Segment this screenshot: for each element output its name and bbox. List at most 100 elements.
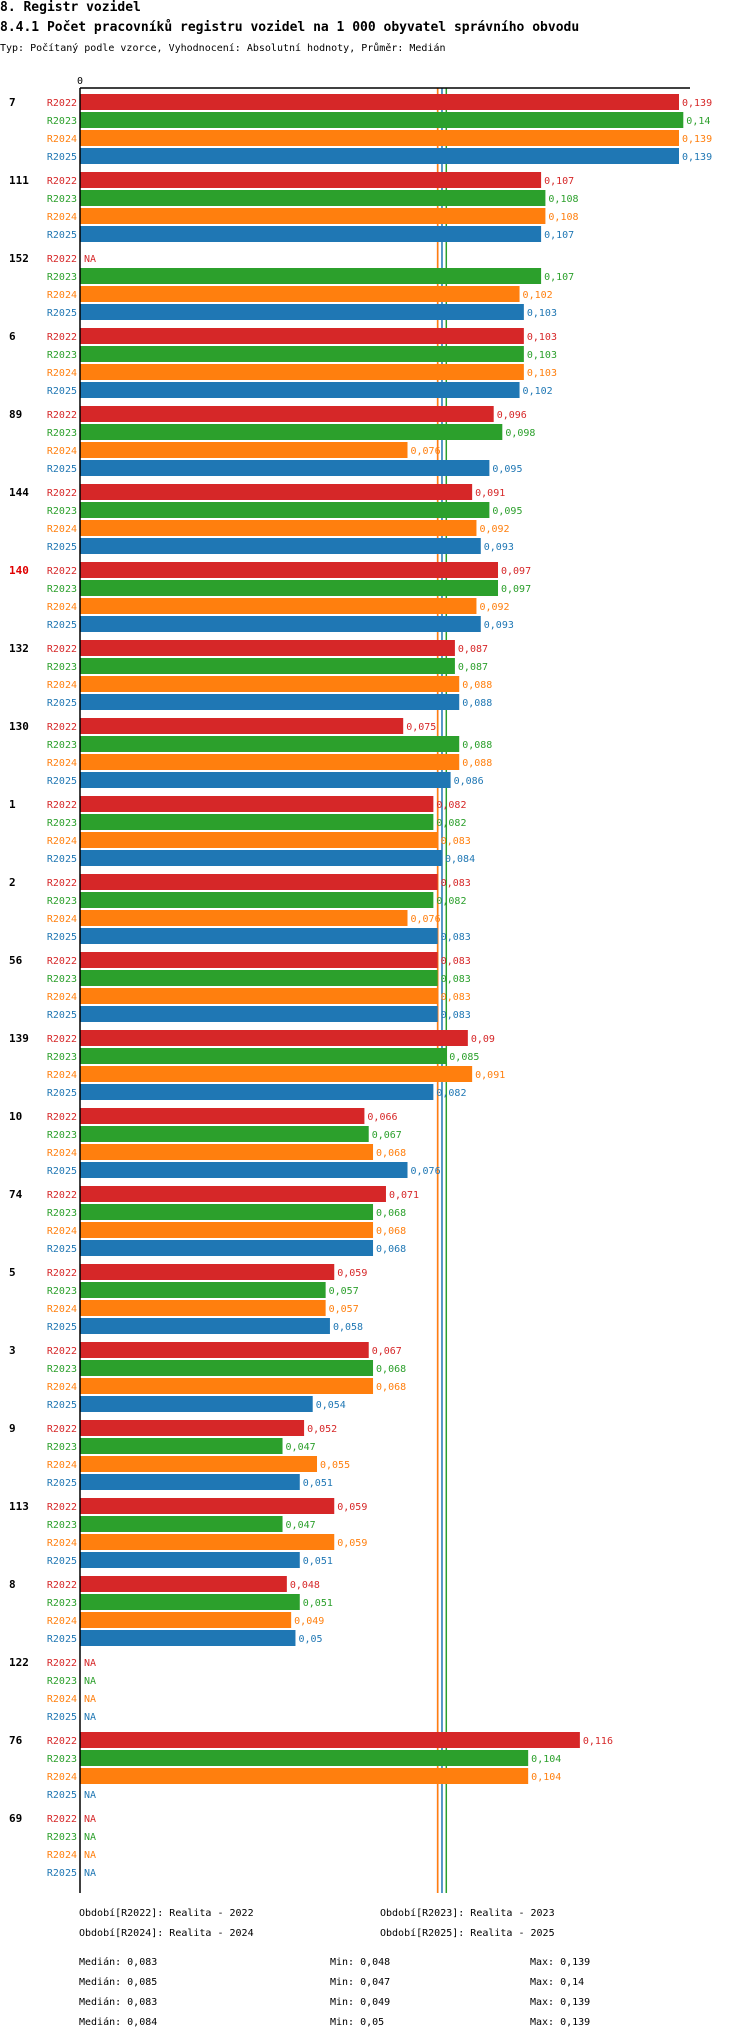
bar-r2024 — [80, 676, 460, 692]
series-label: R2025 — [47, 1712, 77, 1723]
series-label: R2023 — [47, 428, 77, 439]
series-label: R2025 — [47, 1556, 77, 1567]
series-label: R2024 — [47, 1382, 77, 1393]
bar-r2022 — [80, 1186, 386, 1202]
series-label: R2023 — [47, 272, 77, 283]
series-label: R2025 — [47, 854, 77, 865]
value-label: 0,116 — [583, 1736, 613, 1747]
value-label: 0,057 — [329, 1304, 359, 1315]
value-label: 0,085 — [449, 1052, 479, 1063]
value-label: 0,102 — [523, 290, 553, 301]
series-label: R2025 — [47, 542, 77, 553]
bar-r2024 — [80, 1144, 374, 1160]
bar-r2024 — [80, 1456, 318, 1472]
series-label: R2025 — [47, 464, 77, 475]
series-label: R2022 — [47, 410, 77, 421]
value-label: 0,083 — [441, 1010, 471, 1021]
bar-r2025 — [80, 616, 481, 632]
series-label: R2022 — [47, 1580, 77, 1591]
na-label: NA — [84, 1694, 96, 1705]
bar-r2024 — [80, 286, 520, 302]
bar-r2023 — [80, 1360, 374, 1376]
legend-min-r2024: Min: 0,049 — [330, 1997, 391, 2008]
bar-r2025 — [80, 226, 542, 242]
series-label: R2022 — [47, 1424, 77, 1435]
value-label: 0,068 — [376, 1226, 406, 1237]
series-label: R2023 — [47, 584, 77, 595]
value-label: 0,096 — [497, 410, 527, 421]
category-label: 144 — [9, 486, 29, 499]
category-label: 69 — [9, 1812, 22, 1825]
series-label: R2025 — [47, 1400, 77, 1411]
bar-r2025 — [80, 148, 679, 164]
series-label: R2023 — [47, 194, 77, 205]
series-label: R2024 — [47, 602, 77, 613]
series-label: R2023 — [47, 350, 77, 361]
value-label: 0,067 — [372, 1346, 402, 1357]
series-label: R2025 — [47, 1244, 77, 1255]
series-label: R2022 — [47, 566, 77, 577]
bar-r2023 — [80, 1594, 300, 1610]
series-label: R2025 — [47, 1868, 77, 1879]
legend-period-r2022: Období[R2022]: Realita - 2022 — [79, 1908, 254, 1919]
bar-r2025 — [80, 382, 520, 398]
series-label: R2025 — [47, 1010, 77, 1021]
value-label: 0,139 — [682, 134, 712, 145]
bar-r2025 — [80, 1084, 434, 1100]
value-label: 0,068 — [376, 1148, 406, 1159]
bar-r2022 — [80, 1264, 335, 1280]
series-label: R2024 — [47, 1460, 77, 1471]
category-label: 122 — [9, 1656, 29, 1669]
category-label: 6 — [9, 330, 16, 343]
value-label: 0,086 — [454, 776, 484, 787]
series-label: R2022 — [47, 332, 77, 343]
legend-period-r2025: Období[R2025]: Realita - 2025 — [380, 1928, 555, 1939]
value-label: 0,103 — [527, 368, 557, 379]
bar-r2022 — [80, 1498, 335, 1514]
series-label: R2023 — [47, 1754, 77, 1765]
series-label: R2025 — [47, 308, 77, 319]
series-label: R2025 — [47, 1478, 77, 1489]
value-label: 0,059 — [337, 1268, 367, 1279]
category-label: 111 — [9, 174, 29, 187]
chart-title: 8.4.1 Počet pracovníků registru vozidel … — [0, 20, 580, 35]
na-label: NA — [84, 1676, 96, 1687]
bar-r2025 — [80, 772, 451, 788]
value-label: 0,092 — [479, 602, 509, 613]
bar-r2024 — [80, 910, 408, 926]
series-label: R2022 — [47, 1346, 77, 1357]
category-label: 3 — [9, 1344, 16, 1357]
value-label: 0,088 — [462, 698, 492, 709]
bar-r2024 — [80, 1534, 335, 1550]
na-label: NA — [84, 1712, 96, 1723]
legend-median-r2023: Medián: 0,085 — [79, 1977, 158, 1988]
series-label: R2022 — [47, 1814, 77, 1825]
value-label: 0,092 — [479, 524, 509, 535]
bar-r2022 — [80, 406, 494, 422]
value-label: 0,139 — [682, 98, 712, 109]
bar-r2022 — [80, 328, 524, 344]
value-label: 0,139 — [682, 152, 712, 163]
series-label: R2022 — [47, 1502, 77, 1513]
bar-r2023 — [80, 268, 542, 284]
series-label: R2022 — [47, 488, 77, 499]
na-label: NA — [84, 1850, 96, 1861]
series-label: R2025 — [47, 620, 77, 631]
series-label: R2023 — [47, 1286, 77, 1297]
legend-median-r2022: Medián: 0,083 — [79, 1957, 158, 1968]
series-label: R2024 — [47, 368, 77, 379]
series-label: R2025 — [47, 152, 77, 163]
series-label: R2024 — [47, 134, 77, 145]
value-label: 0,068 — [376, 1208, 406, 1219]
bar-r2023 — [80, 424, 503, 440]
legend-min-r2025: Min: 0,05 — [330, 2017, 385, 2028]
value-label: 0,048 — [290, 1580, 320, 1591]
bar-r2024 — [80, 1378, 374, 1394]
value-label: 0,049 — [294, 1616, 324, 1627]
legend-max-r2023: Max: 0,14 — [530, 1977, 585, 1988]
value-label: 0,083 — [441, 974, 471, 985]
bar-r2024 — [80, 1768, 529, 1784]
value-label: 0,108 — [548, 194, 578, 205]
bar-r2022 — [80, 1108, 365, 1124]
bar-r2025 — [80, 304, 524, 320]
